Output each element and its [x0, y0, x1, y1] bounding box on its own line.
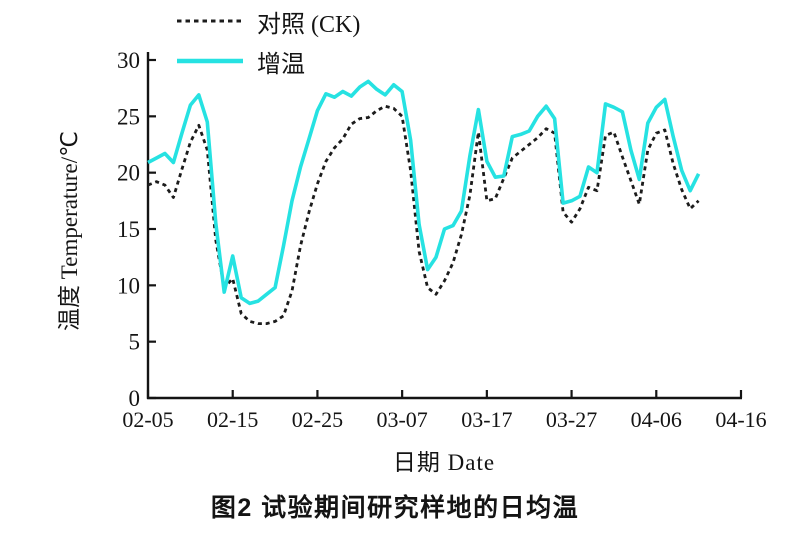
y-axis-title: 温度 Temperature/℃ — [57, 131, 82, 331]
series-line-ck — [147, 104, 700, 326]
series-lines — [147, 79, 701, 326]
x-tick-label: 04-16 — [715, 407, 766, 432]
x-tick-label: 02-15 — [207, 407, 258, 432]
y-tick-label: 20 — [117, 161, 140, 186]
y-tick-label: 10 — [117, 273, 140, 298]
x-tick-label: 03-17 — [461, 407, 512, 432]
legend-item-ck: 对照 (CK) — [176, 1, 360, 41]
x-tick-label: 02-05 — [122, 407, 173, 432]
y-tick-label: 15 — [117, 217, 140, 242]
axis-tick-labels: 0 5 10 15 20 25 30 02-05 02-15 02-25 03-07 03-17 03-… — [117, 48, 767, 432]
axis-ticks — [146, 58, 743, 400]
legend-swatch-warming-line — [177, 58, 243, 64]
legend: 对照 (CK) 增温 — [176, 1, 360, 81]
x-tick-label: 03-07 — [376, 407, 427, 432]
y-tick-label: 0 — [129, 386, 141, 411]
x-axis-title: 日期 Date — [392, 450, 496, 475]
y-tick-label: 25 — [117, 104, 140, 129]
legend-label-warming: 增温 — [257, 51, 305, 78]
x-tick-label: 04-06 — [631, 407, 682, 432]
y-tick-label: 30 — [117, 48, 140, 73]
legend-swatch-ck-line — [177, 19, 243, 23]
x-tick-label: 02-25 — [292, 407, 343, 432]
figure-caption: 图2 试验期间研究样地的日均温 — [210, 494, 580, 522]
y-tick-label: 5 — [129, 330, 141, 355]
series-line-warming — [147, 79, 701, 306]
legend-item-warming: 增温 — [176, 41, 360, 81]
axes — [146, 52, 742, 400]
x-tick-label: 03-27 — [546, 407, 597, 432]
legend-label-ck: 对照 (CK) — [257, 11, 361, 38]
